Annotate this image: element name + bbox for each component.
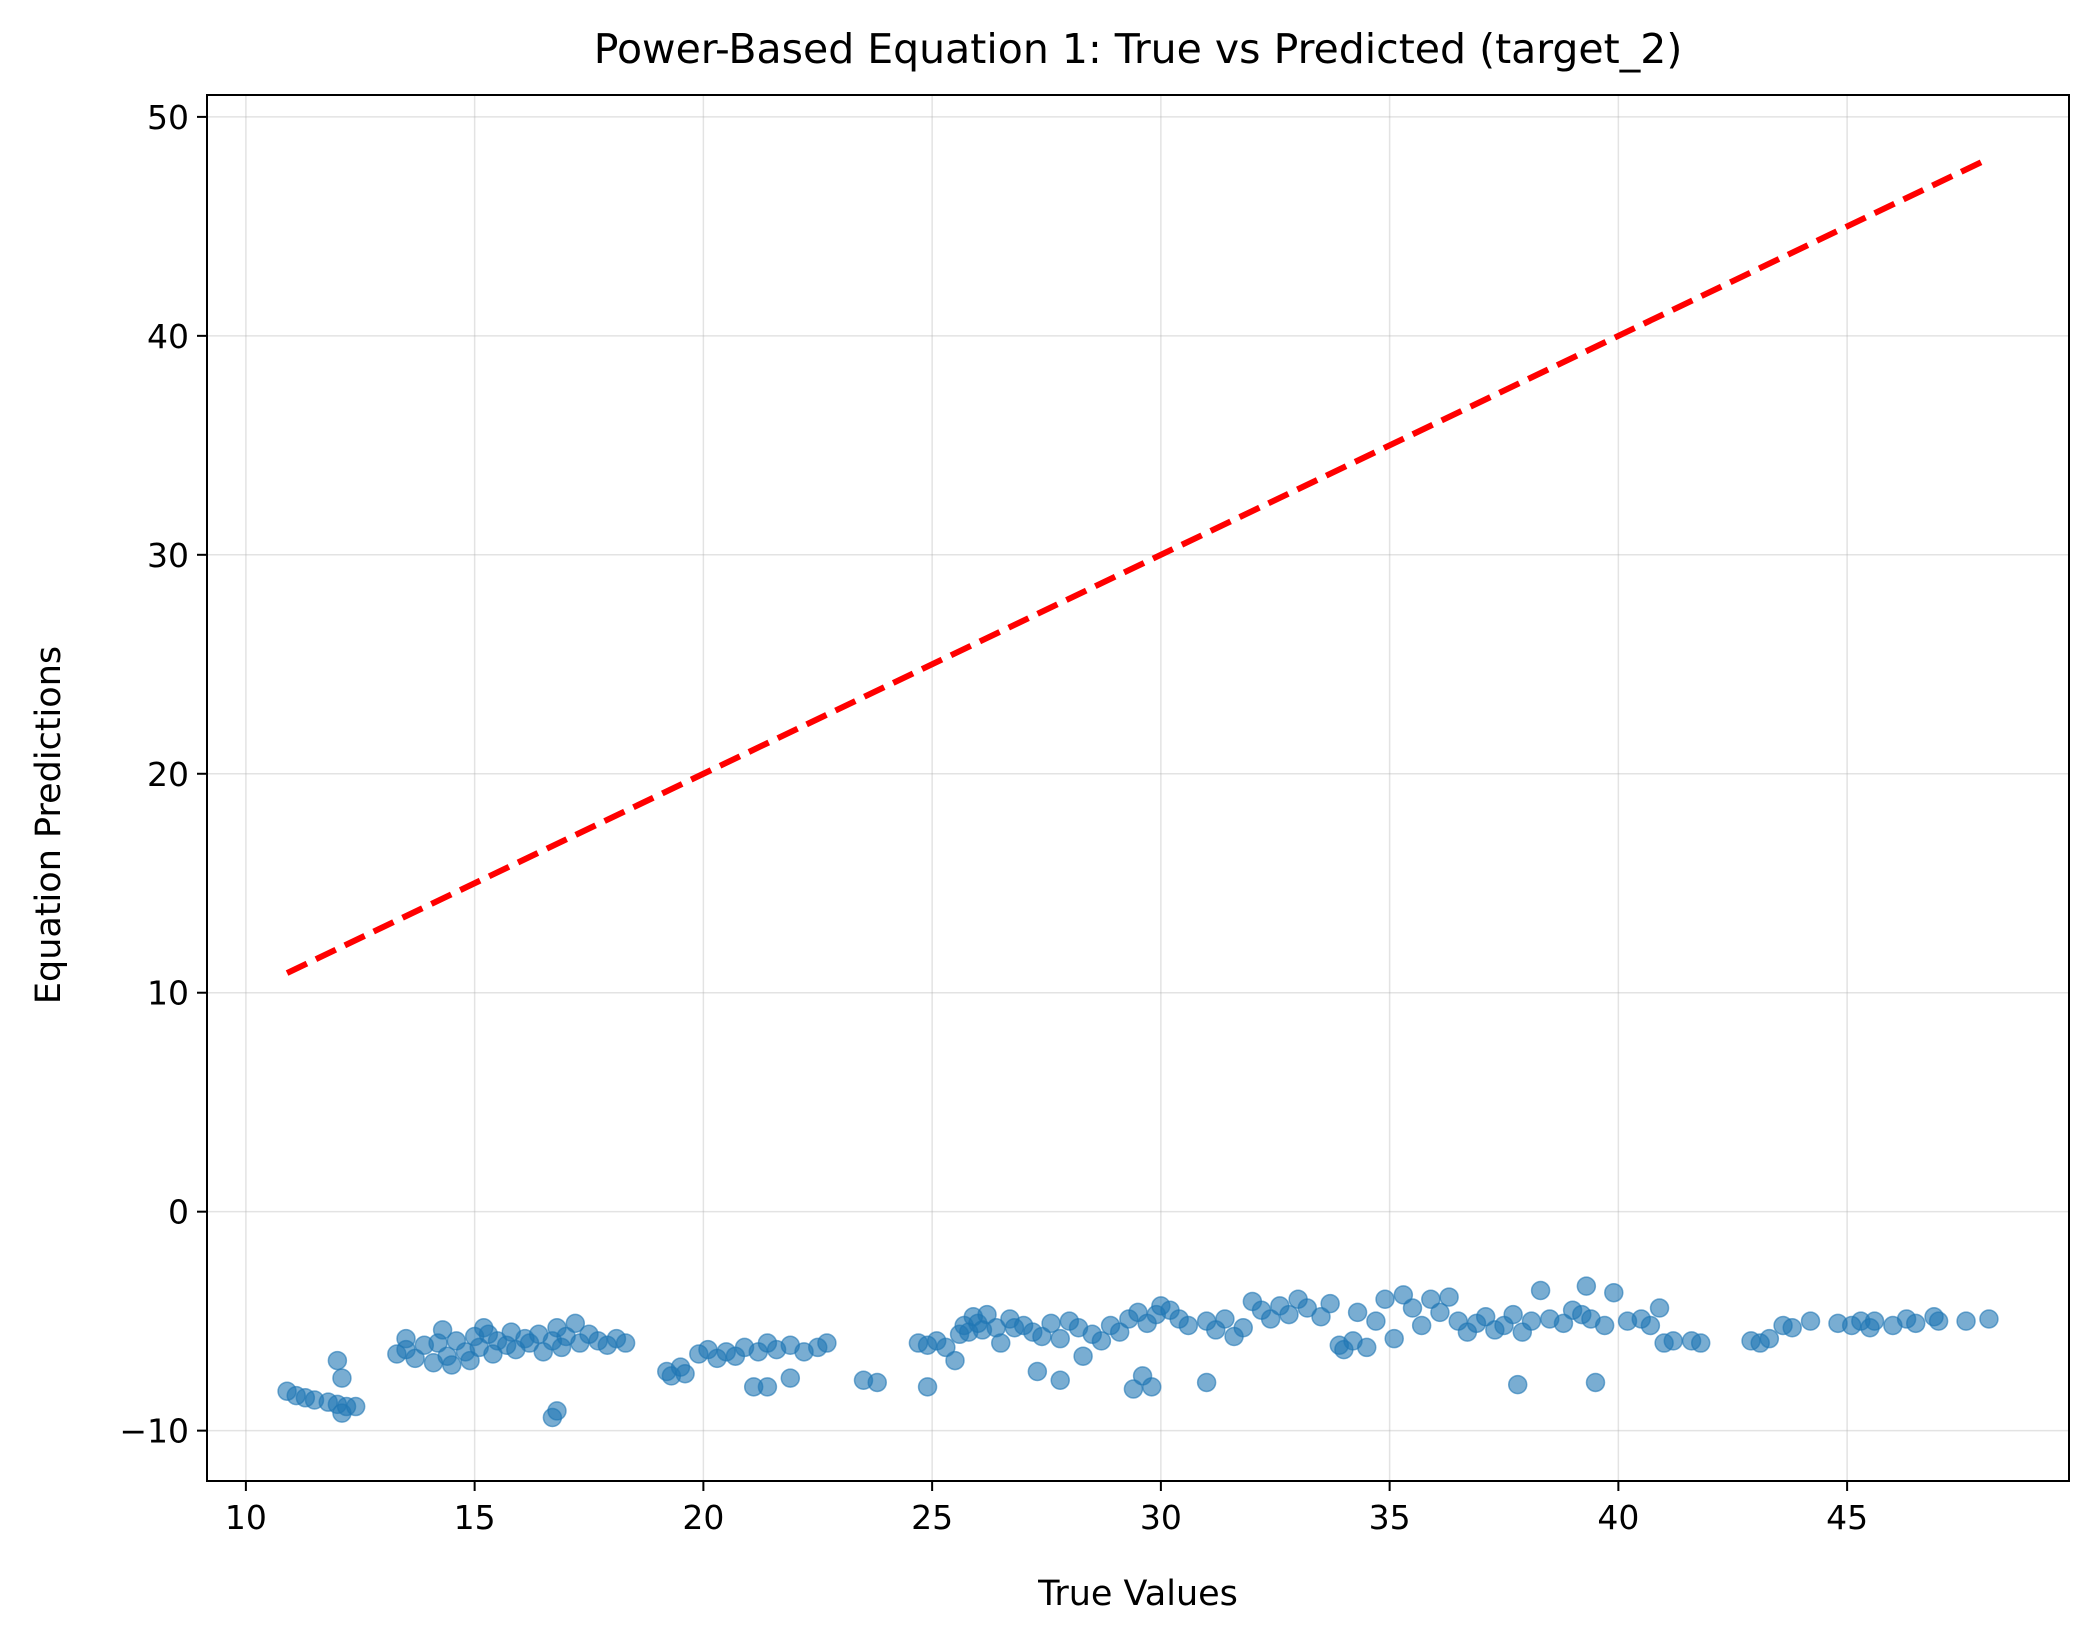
data-point — [1109, 1322, 1130, 1342]
data-point — [332, 1368, 352, 1388]
y-tick-label: 10 — [147, 974, 189, 1013]
data-point — [1178, 1315, 1199, 1336]
data-point — [1279, 1304, 1299, 1325]
data-point — [1411, 1315, 1432, 1336]
data-point — [1585, 1372, 1606, 1393]
data-point — [1475, 1307, 1496, 1327]
y-axis-label: Equation Predictions — [29, 646, 69, 1004]
data-point — [817, 1333, 837, 1353]
data-point — [1663, 1331, 1684, 1351]
data-point — [1384, 1328, 1404, 1349]
data-point — [396, 1328, 416, 1349]
data-point — [1050, 1328, 1070, 1349]
data-point — [565, 1313, 586, 1334]
axis-ticks: 10 15 20 25 30 35 40 45 −10 0 10 20 30 40 50 — [119, 98, 1868, 1537]
y-tick-label: 20 — [147, 755, 189, 794]
data-point — [405, 1348, 425, 1369]
data-point — [327, 1350, 348, 1371]
reference-line-group — [285, 155, 1991, 976]
data-point — [1347, 1302, 1368, 1323]
y-tick-label: 30 — [147, 536, 189, 575]
data-point — [1594, 1315, 1615, 1336]
data-point — [1402, 1298, 1423, 1318]
data-point — [1375, 1289, 1395, 1310]
y-tick-label: 50 — [147, 98, 189, 137]
x-tick-label: 35 — [1369, 1498, 1411, 1537]
data-point — [1576, 1276, 1597, 1296]
data-point — [1604, 1282, 1624, 1303]
x-tick-label: 30 — [1140, 1498, 1182, 1537]
data-point — [474, 1317, 494, 1338]
x-tick-label: 15 — [454, 1498, 496, 1537]
data-point — [1366, 1311, 1386, 1331]
data-point — [460, 1350, 480, 1371]
x-tick-label: 20 — [682, 1498, 724, 1537]
data-point — [1260, 1309, 1281, 1329]
x-tick-label: 25 — [911, 1498, 953, 1537]
y-tick-label: −10 — [119, 1412, 189, 1451]
data-point — [1073, 1346, 1093, 1366]
data-point — [1928, 1311, 1949, 1331]
y-tick-label: 0 — [168, 1193, 189, 1232]
data-point — [1553, 1313, 1574, 1334]
data-point — [1530, 1280, 1551, 1301]
x-tick-label: 10 — [225, 1498, 267, 1537]
data-point — [977, 1304, 997, 1325]
data-point — [1356, 1337, 1377, 1358]
data-point — [1507, 1374, 1528, 1395]
chart-title: Power-Based Equation 1: True vs Predicte… — [594, 25, 1683, 73]
data-point — [1649, 1298, 1670, 1318]
data-point — [1141, 1377, 1162, 1397]
x-tick-label: 40 — [1597, 1498, 1639, 1537]
data-point — [757, 1377, 778, 1397]
data-point — [1521, 1311, 1542, 1331]
grid-lines — [207, 95, 2069, 1481]
data-point — [936, 1337, 956, 1358]
data-points — [277, 1276, 1999, 1428]
data-point — [917, 1377, 938, 1397]
data-point — [1759, 1328, 1780, 1349]
data-point — [345, 1396, 366, 1417]
data-point — [945, 1350, 965, 1371]
data-point — [1782, 1317, 1802, 1338]
data-point — [1393, 1285, 1414, 1305]
data-point — [867, 1372, 887, 1393]
data-point — [1233, 1317, 1253, 1338]
x-axis-label: True Values — [1037, 1574, 1238, 1614]
x-tick-label: 45 — [1826, 1498, 1868, 1537]
reference-line — [285, 155, 1991, 976]
data-point — [675, 1363, 695, 1384]
data-point — [1320, 1293, 1340, 1314]
data-point — [991, 1333, 1011, 1353]
data-point — [1430, 1302, 1450, 1323]
data-point — [1311, 1307, 1331, 1327]
data-point — [1297, 1298, 1318, 1318]
data-point — [615, 1333, 636, 1353]
y-tick-label: 40 — [147, 317, 189, 356]
data-point — [1905, 1313, 1926, 1334]
data-point — [1503, 1304, 1523, 1325]
data-point — [1091, 1331, 1112, 1351]
data-point — [1215, 1309, 1235, 1329]
data-point — [432, 1320, 453, 1340]
data-point — [1027, 1361, 1048, 1382]
data-point — [1690, 1333, 1711, 1353]
data-point — [1050, 1370, 1070, 1391]
data-point — [442, 1355, 462, 1375]
data-point — [1979, 1309, 1999, 1329]
data-point — [1439, 1287, 1459, 1307]
data-point — [1864, 1311, 1885, 1331]
data-point — [1800, 1311, 1821, 1331]
data-point — [1196, 1372, 1217, 1393]
data-point — [1956, 1311, 1976, 1331]
data-point — [1640, 1315, 1661, 1336]
plot-frame — [206, 94, 2070, 1482]
data-point — [780, 1368, 801, 1388]
data-point — [547, 1401, 567, 1421]
